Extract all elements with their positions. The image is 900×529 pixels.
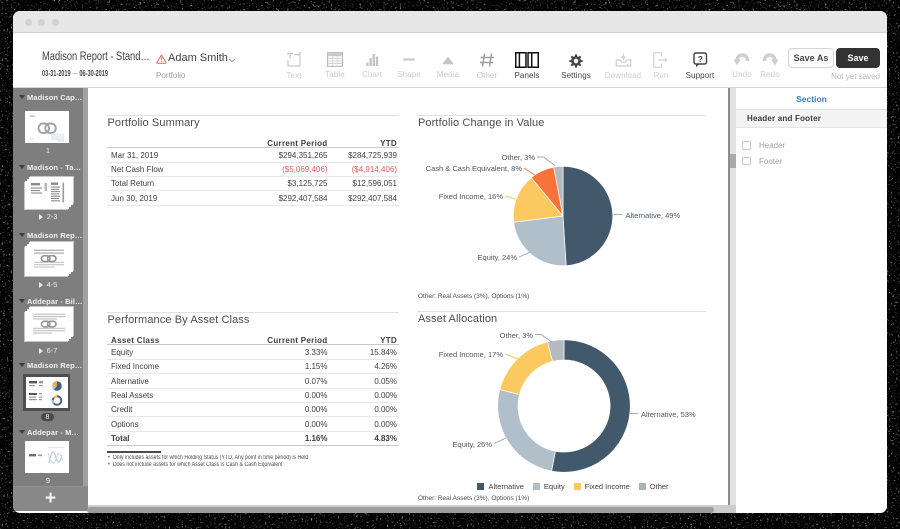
svg-text:?: ? [697,54,702,64]
